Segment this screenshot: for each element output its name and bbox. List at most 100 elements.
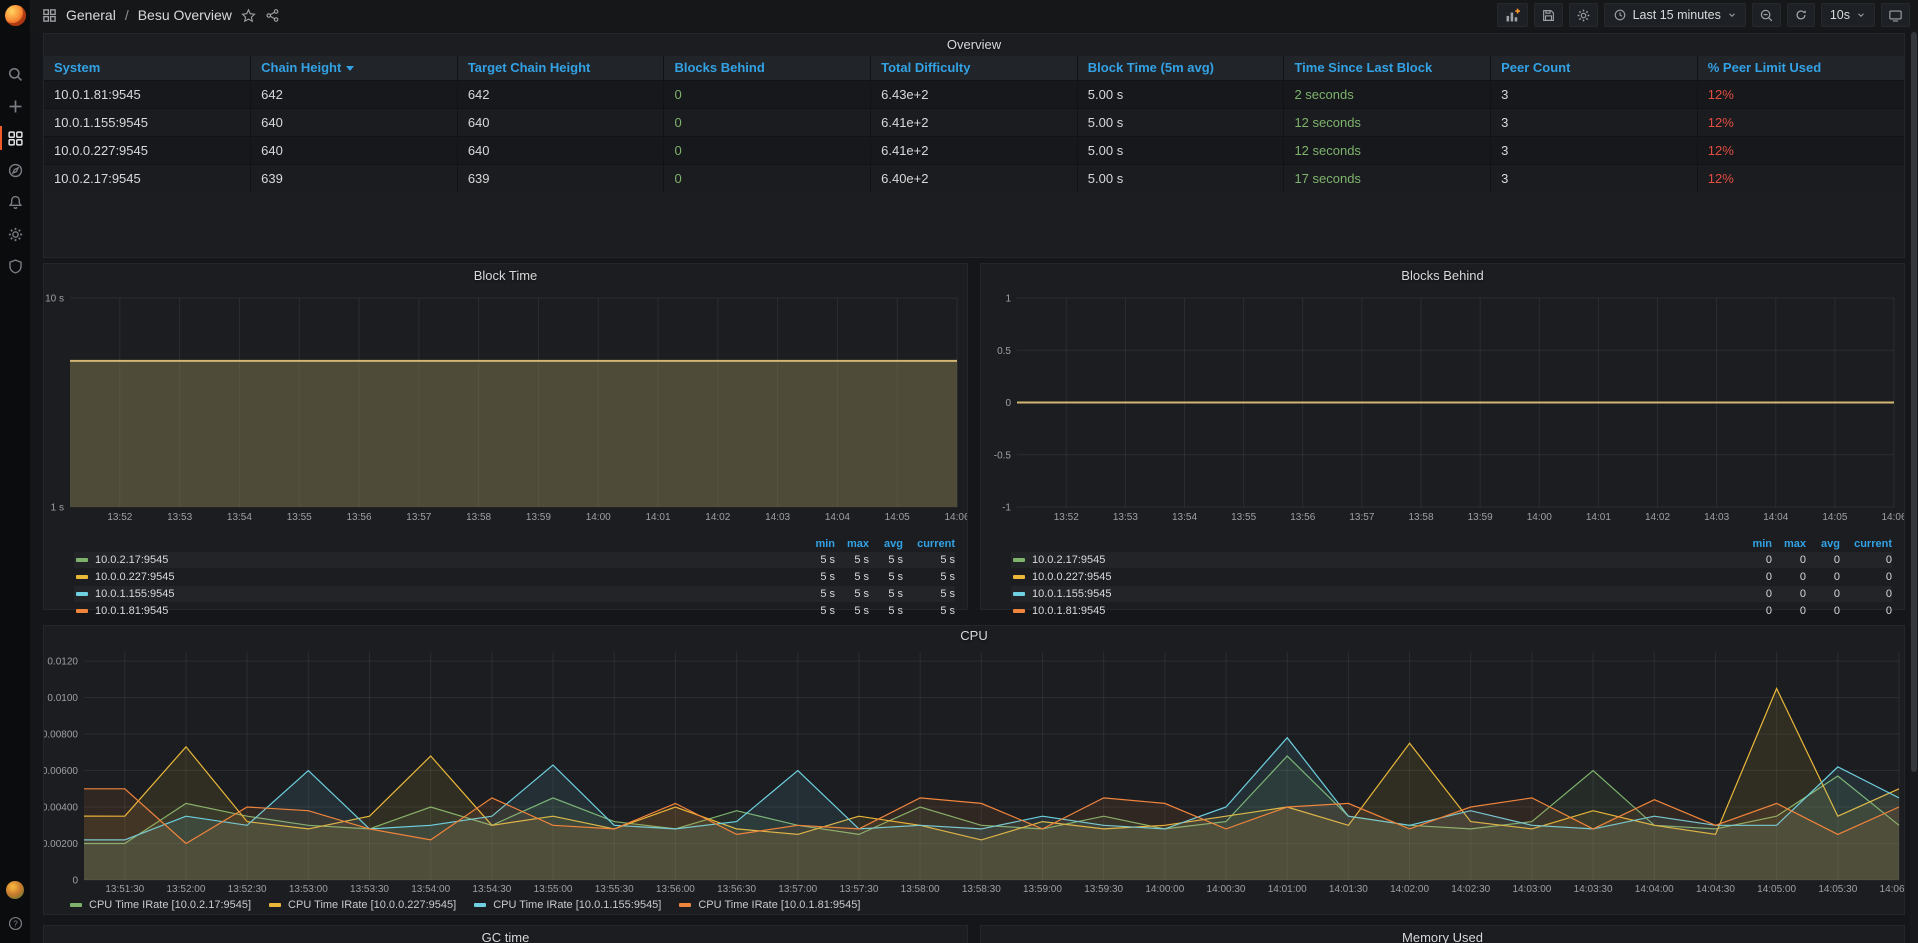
sidebar-item-server-admin[interactable] <box>0 250 30 282</box>
legend-series-name: CPU Time IRate [10.0.1.155:9545] <box>493 899 661 911</box>
cpu-legend: CPU Time IRate [10.0.2.17:9545] CPU Time … <box>68 899 1904 911</box>
zoom-out-button[interactable] <box>1752 3 1781 27</box>
column-header-peer_count[interactable]: Peer Count <box>1491 56 1698 80</box>
sidebar-item-dashboards[interactable] <box>0 122 30 154</box>
panel-block-time: Block Time 13:5213:5313:5413:5513:5613:5… <box>43 263 968 610</box>
sidebar-item-help[interactable]: ? <box>0 913 30 933</box>
svg-text:13:54:30: 13:54:30 <box>472 884 511 895</box>
time-range-picker[interactable]: Last 15 minutes <box>1604 3 1746 27</box>
breadcrumb-separator: / <box>125 7 129 23</box>
sidebar-item-create[interactable] <box>0 90 30 122</box>
column-header-total_difficulty[interactable]: Total Difficulty <box>871 56 1078 80</box>
time-range-label: Last 15 minutes <box>1633 8 1721 22</box>
column-header-chain_height[interactable]: Chain Height <box>251 56 458 80</box>
svg-text:13:56:30: 13:56:30 <box>717 884 756 895</box>
page-scrollbar[interactable] <box>1910 30 1918 943</box>
grafana-logo[interactable] <box>0 0 30 30</box>
block-time-chart: 13:5213:5313:5413:5513:5613:5713:5813:59… <box>44 288 967 535</box>
panel-title-blocks-behind[interactable]: Blocks Behind <box>981 264 1904 288</box>
legend-item[interactable]: CPU Time IRate [10.0.1.81:9545] <box>677 899 860 911</box>
refresh-button[interactable] <box>1787 3 1815 27</box>
breadcrumb-section[interactable]: General <box>66 7 116 23</box>
sidebar-item-configuration[interactable] <box>0 218 30 250</box>
legend-series-name: 10.0.1.155:9545 <box>1032 588 1732 600</box>
legend-swatch-icon <box>1013 592 1025 596</box>
block-time-plot-area[interactable]: 13:5213:5313:5413:5513:5613:5713:5813:59… <box>44 288 967 535</box>
blocks-behind-plot-area[interactable]: 13:5213:5313:5413:5513:5613:5713:5813:59… <box>981 288 1904 535</box>
legend-stat-value: 0 <box>1732 605 1772 617</box>
column-header-target_chain_height[interactable]: Target Chain Height <box>457 56 664 80</box>
svg-text:-0.5: -0.5 <box>994 450 1012 461</box>
dashboard-settings-button[interactable] <box>1569 3 1598 27</box>
column-header-time_since_last_block[interactable]: Time Since Last Block <box>1284 56 1491 80</box>
scrollbar-thumb[interactable] <box>1911 32 1917 772</box>
panel-title-overview[interactable]: Overview <box>44 34 1904 56</box>
cycle-view-mode-button[interactable] <box>1881 3 1910 27</box>
legend-item[interactable]: 10.0.0.227:95455 s5 s5 s5 s <box>74 569 955 585</box>
svg-text:?: ? <box>13 919 18 928</box>
svg-text:1: 1 <box>1005 294 1011 305</box>
column-header-blocks_behind[interactable]: Blocks Behind <box>664 56 871 80</box>
star-icon[interactable] <box>241 8 256 23</box>
save-dashboard-button[interactable] <box>1534 3 1563 27</box>
column-header-block_time[interactable]: Block Time (5m avg) <box>1077 56 1284 80</box>
user-avatar[interactable] <box>6 881 24 899</box>
legend-item[interactable]: 10.0.1.155:95455 s5 s5 s5 s <box>74 586 955 602</box>
legend-item[interactable]: 10.0.1.155:95450000 <box>1011 586 1892 602</box>
legend-item[interactable]: 10.0.2.17:95450000 <box>1011 552 1892 568</box>
refresh-interval-picker[interactable]: 10s <box>1821 3 1875 27</box>
share-icon[interactable] <box>265 8 280 23</box>
legend-stat-value: 5 s <box>835 588 869 600</box>
cpu-plot-area[interactable]: 13:51:3013:52:0013:52:3013:53:0013:53:30… <box>44 646 1904 896</box>
legend-stat-value: 5 s <box>835 605 869 617</box>
refresh-icon <box>1794 8 1808 22</box>
legend-col-avg[interactable]: avg <box>1806 538 1840 550</box>
column-header-peer_limit_used[interactable]: % Peer Limit Used <box>1697 56 1904 80</box>
svg-text:0.5: 0.5 <box>997 346 1011 357</box>
legend-item[interactable]: CPU Time IRate [10.0.1.155:9545] <box>472 899 661 911</box>
panel-title-cpu[interactable]: CPU <box>44 626 1904 646</box>
panel-title-block-time[interactable]: Block Time <box>44 264 967 288</box>
legend-stat-value: 5 s <box>795 588 835 600</box>
legend-item[interactable]: 10.0.2.17:95455 s5 s5 s5 s <box>74 552 955 568</box>
legend-col-max[interactable]: max <box>835 538 869 550</box>
legend-item[interactable]: CPU Time IRate [10.0.0.227:9545] <box>267 899 456 911</box>
svg-text:13:55:30: 13:55:30 <box>595 884 634 895</box>
legend-item[interactable]: 10.0.1.81:95450000 <box>1011 603 1892 619</box>
sidebar-item-search[interactable] <box>0 58 30 90</box>
legend-item[interactable]: 10.0.1.81:95455 s5 s5 s5 s <box>74 603 955 619</box>
svg-text:14:01:00: 14:01:00 <box>1268 884 1307 895</box>
svg-text:14:03:30: 14:03:30 <box>1574 884 1613 895</box>
legend-col-avg[interactable]: avg <box>869 538 903 550</box>
svg-text:13:55: 13:55 <box>287 512 312 523</box>
legend-stat-value: 5 s <box>869 571 903 583</box>
sidebar-item-alerting[interactable] <box>0 186 30 218</box>
column-header-system[interactable]: System <box>44 56 251 80</box>
panel-memory-used: Memory Used <box>980 925 1905 943</box>
legend-item[interactable]: 10.0.0.227:95450000 <box>1011 569 1892 585</box>
legend-col-current[interactable]: current <box>903 538 955 550</box>
legend-col-current[interactable]: current <box>1840 538 1892 550</box>
svg-text:0.00800: 0.00800 <box>44 730 78 741</box>
cell-target_chain_height: 640 <box>457 108 664 136</box>
sidebar-bottom: ? <box>0 881 30 933</box>
cell-peer_limit_used: 12% <box>1697 80 1904 108</box>
svg-text:13:52: 13:52 <box>107 512 132 523</box>
sidebar-item-explore[interactable] <box>0 154 30 186</box>
panel-title-gc-time[interactable]: GC time <box>44 926 967 943</box>
legend-stat-value: 0 <box>1772 588 1806 600</box>
legend-series-name: 10.0.0.227:9545 <box>1032 571 1732 583</box>
svg-text:14:00:30: 14:00:30 <box>1207 884 1246 895</box>
add-panel-button[interactable] <box>1497 3 1528 27</box>
legend-stat-value: 0 <box>1806 588 1840 600</box>
legend-col-min[interactable]: min <box>795 538 835 550</box>
legend-item[interactable]: CPU Time IRate [10.0.2.17:9545] <box>68 899 251 911</box>
legend-col-min[interactable]: min <box>1732 538 1772 550</box>
legend-col-max[interactable]: max <box>1772 538 1806 550</box>
search-icon <box>7 66 24 83</box>
cell-chain_height: 642 <box>251 80 458 108</box>
panel-title-memory-used[interactable]: Memory Used <box>981 926 1904 943</box>
refresh-interval-label: 10s <box>1830 8 1850 22</box>
legend-stat-value: 0 <box>1806 554 1840 566</box>
dashboard-content: Overview SystemChain HeightTarget Chain … <box>30 30 1910 943</box>
